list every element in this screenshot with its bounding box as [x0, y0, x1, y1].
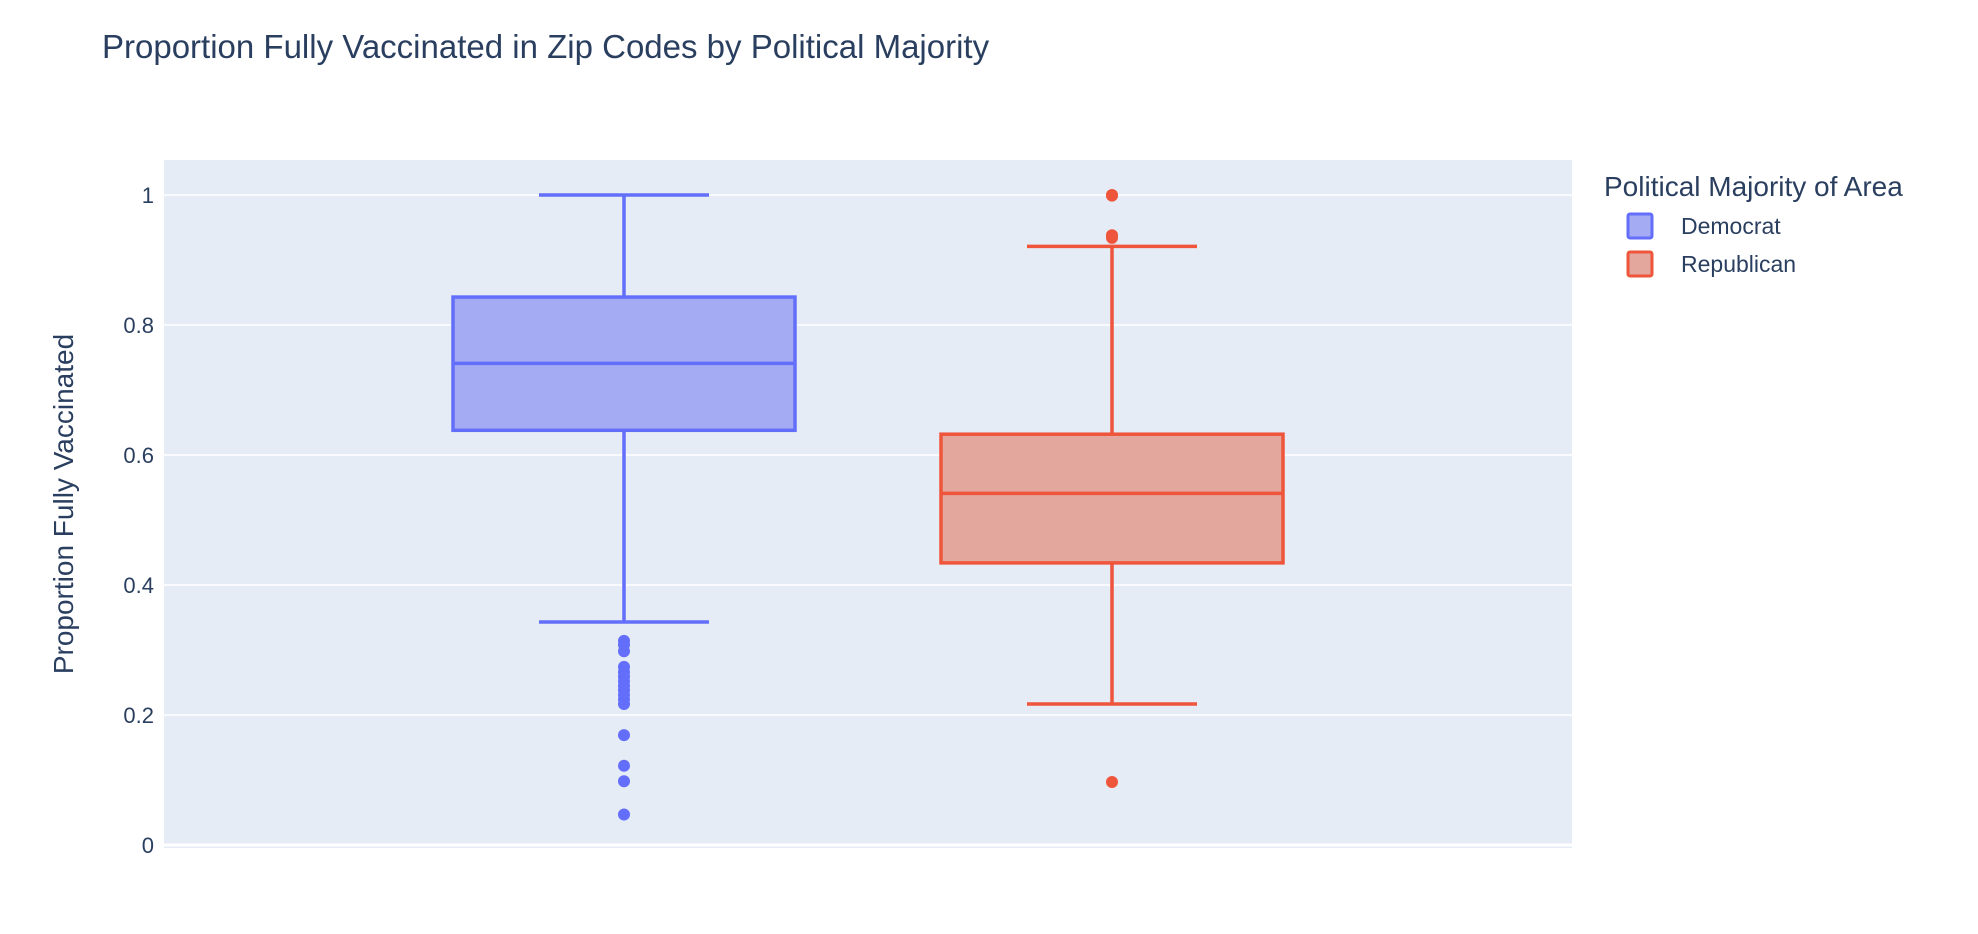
y-tick-label: 0.8 — [123, 313, 154, 338]
gridlines — [164, 194, 1572, 847]
y-tick-label: 0 — [142, 833, 154, 858]
outlier-point — [618, 808, 630, 821]
y-tick-label: 0.2 — [123, 703, 154, 728]
legend-item-republican[interactable]: Republican — [1626, 250, 1796, 278]
outlier-point — [1106, 189, 1118, 202]
y-tick-label: 1 — [142, 183, 154, 208]
chart-title: Proportion Fully Vaccinated in Zip Codes… — [102, 28, 990, 65]
legend-item-democrat[interactable]: Democrat — [1626, 212, 1781, 240]
box-republican — [939, 189, 1285, 788]
y-tick-label: 0.4 — [123, 573, 154, 598]
outlier-point — [1106, 231, 1118, 244]
legend-items: Democrat Republican — [1626, 212, 1796, 278]
box-democrat — [451, 193, 797, 821]
legend-label: Republican — [1681, 251, 1796, 277]
outlier-point — [618, 759, 630, 772]
plot-area-background — [164, 160, 1572, 848]
y-axis-title: Proportion Fully Vaccinated — [48, 334, 79, 674]
outlier-point — [618, 697, 630, 710]
outlier-point — [618, 775, 630, 788]
legend-swatch — [1626, 212, 1654, 240]
y-axis-tick-labels: 0 0.2 0.4 0.6 0.8 1 — [123, 183, 154, 858]
outlier-point — [618, 729, 630, 742]
legend-title: Political Majority of Area — [1604, 171, 1903, 202]
outlier-point — [1106, 775, 1118, 788]
outlier-point — [618, 645, 630, 658]
y-tick-label: 0.6 — [123, 443, 154, 468]
legend-swatch — [1626, 250, 1654, 278]
iqr-box — [939, 432, 1285, 565]
legend: Political Majority of Area Democrat Repub… — [1604, 171, 1903, 278]
boxes — [451, 189, 1285, 821]
legend-label: Democrat — [1681, 213, 1781, 239]
